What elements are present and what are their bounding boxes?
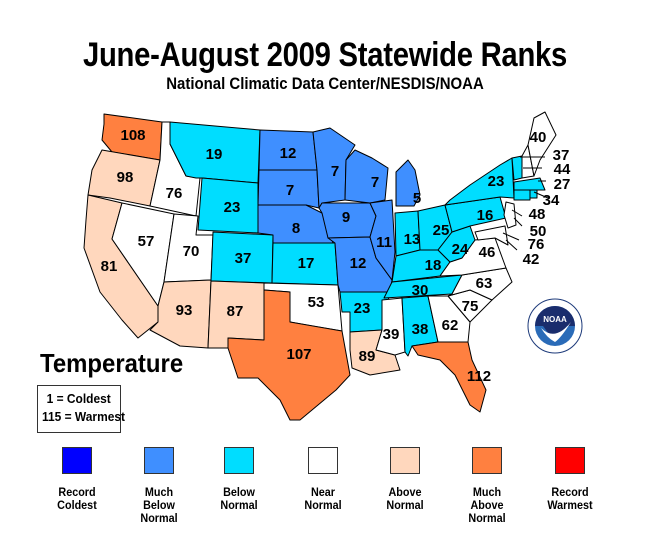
state-mi — [395, 159, 421, 207]
legend-item-near-normal: Near Normal — [283, 447, 363, 512]
legend-item-record-coldest: Record Coldest — [37, 447, 117, 512]
label-al: 38 — [412, 321, 429, 338]
label-mt: 19 — [206, 146, 223, 163]
label-vt: 44 — [554, 161, 571, 178]
noaa-logo-icon: NOAA — [527, 298, 583, 354]
label-ga: 62 — [442, 317, 459, 334]
scale-min-text: 1 = Coldest — [46, 391, 111, 406]
state-ma — [513, 177, 546, 191]
label-nm: 87 — [227, 303, 244, 320]
label-md: 42 — [523, 251, 540, 268]
label-nv: 57 — [138, 233, 155, 250]
scale-max-text: 115 = Warmest — [42, 409, 126, 424]
legend-item-record-warmest: Record Warmest — [530, 447, 610, 512]
label-ky: 18 — [425, 257, 442, 274]
label-az: 93 — [176, 302, 193, 319]
legend-swatch — [224, 447, 254, 474]
label-ar: 23 — [354, 300, 371, 317]
label-sc: 75 — [462, 298, 479, 315]
state-ct — [513, 189, 531, 201]
state-ga — [427, 295, 471, 343]
label-nj: 50 — [530, 223, 547, 240]
label-de: 76 — [528, 236, 545, 253]
label-il: 11 — [376, 234, 392, 251]
label-id: 76 — [166, 185, 183, 202]
legend-swatch — [472, 447, 502, 474]
label-wv: 24 — [452, 241, 469, 258]
label-or: 98 — [117, 169, 134, 186]
state-sd — [257, 169, 320, 209]
label-ne: 8 — [292, 220, 300, 237]
label-mi: 5 — [413, 190, 421, 207]
legend-swatch — [308, 447, 338, 474]
label-wa: 108 — [120, 127, 145, 144]
label-ma: 27 — [554, 176, 571, 193]
label-sd: 7 — [286, 182, 294, 199]
state-nj — [503, 201, 517, 229]
label-wi: 7 — [371, 174, 379, 191]
label-ct: 48 — [529, 206, 546, 223]
label-tn: 30 — [412, 282, 429, 299]
label-oh: 25 — [433, 222, 450, 239]
label-va: 46 — [479, 244, 496, 261]
state-fl — [411, 341, 487, 413]
label-nd: 12 — [280, 145, 297, 162]
svg-text:NOAA: NOAA — [543, 315, 567, 324]
state-wi — [344, 149, 389, 204]
state-tx — [227, 289, 351, 421]
state-md-de — [474, 225, 509, 246]
label-ri: 34 — [543, 192, 560, 209]
label-ia: 9 — [342, 209, 350, 226]
variable-heading: Temperature — [40, 348, 184, 378]
label-me: 40 — [530, 129, 547, 146]
label-mn: 7 — [331, 163, 339, 180]
label-mo: 12 — [350, 255, 367, 272]
legend-swatch — [144, 447, 174, 474]
legend-swatch — [390, 447, 420, 474]
state-vt — [511, 155, 523, 181]
state-il — [369, 199, 396, 281]
label-co: 37 — [235, 250, 252, 267]
map-title: June-August 2009 Statewide Ranks — [82, 36, 568, 74]
label-ms: 39 — [383, 326, 400, 343]
label-nh: 37 — [553, 147, 570, 164]
rank-scale-box: 1 = Coldest 115 = Warmest — [37, 385, 126, 433]
label-ks: 17 — [298, 255, 315, 272]
state-ny — [444, 157, 515, 206]
label-tx: 107 — [286, 346, 311, 363]
label-ok: 53 — [308, 294, 325, 311]
legend-swatch — [62, 447, 92, 474]
label-la: 89 — [359, 348, 376, 365]
map-subtitle: National Climatic Data Center/NESDIS/NOA… — [166, 74, 484, 93]
state-ri — [529, 189, 538, 199]
label-wy: 23 — [224, 199, 241, 216]
state-me — [527, 111, 557, 177]
label-pa: 16 — [477, 207, 494, 224]
legend-item-below-normal: Below Normal — [199, 447, 279, 512]
label-ca: 81 — [101, 258, 118, 275]
label-ut: 70 — [183, 243, 200, 260]
label-ny: 23 — [488, 173, 505, 190]
label-fl: 112 — [467, 368, 491, 385]
legend-item-above-normal: Above Normal — [365, 447, 445, 512]
label-in: 13 — [404, 231, 421, 248]
legend-item-much-above-normal: Much Above Normal — [447, 447, 527, 525]
legend-swatch — [555, 447, 585, 474]
label-nc: 63 — [476, 275, 493, 292]
legend-item-much-below-normal: Much Below Normal — [119, 447, 199, 525]
